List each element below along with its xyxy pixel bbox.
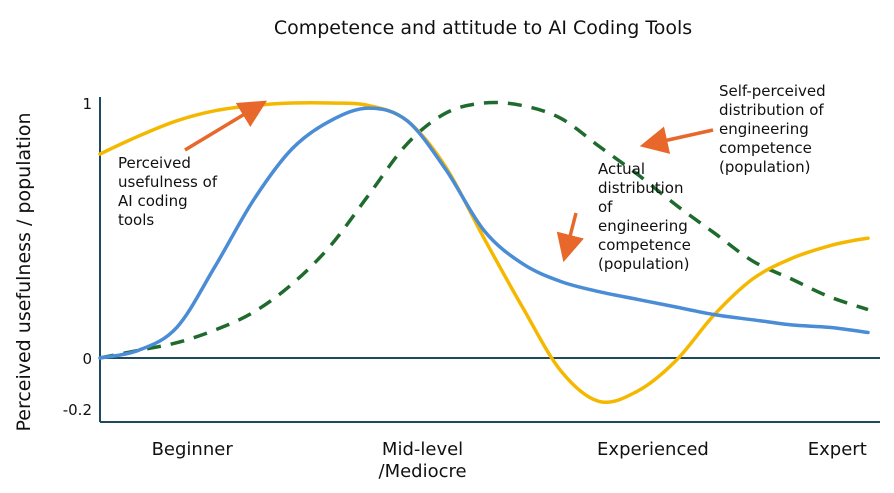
x-tick-label-2: Experienced [597,439,709,460]
annotation-arrow-2 [639,126,714,154]
annotation-1-line-3: engineering [598,217,688,235]
annotation-1-line-4: competence [598,236,691,254]
y-axis-label: Perceived usefulness / population [13,112,35,431]
x-tick-label-0: Beginner [152,439,234,460]
annotation-0-line-2: AI coding [118,192,188,210]
x-tick-label-1-line2: /Mediocre [379,461,467,482]
chart-title: Competence and attitude to AI Coding Too… [274,17,692,39]
annotation-arrow-1 [556,212,584,263]
annotation-1-line-0: Actual [598,160,645,178]
x-tick-label-3: Expert [808,439,867,460]
annotation-2-line-1: distribution of [719,101,824,119]
tick-layer: 1 0 -0.2 Beginner Mid-level/Mediocre Experien… [63,95,867,482]
y-tick-label-1: 0 [82,350,92,368]
series-line-2 [99,100,869,360]
annotation-2-line-2: engineering [719,120,809,138]
annotation-2-line-4: (population) [719,158,811,176]
annotation-0-line-1: usefulness of [118,173,218,191]
annotation-0-line-3: tools [118,211,154,229]
annotation-1-line-1: distribution [598,179,683,197]
y-tick-label-0: 1 [82,95,92,113]
annotation-1-line-5: (population) [598,255,690,273]
annotation-2-line-0: Self-perceived [719,82,826,100]
y-tick-label-2: -0.2 [63,401,92,419]
annotation-0-line-0: Perceived [118,154,191,172]
axes [99,97,880,423]
annotation-2-line-3: competence [719,139,812,157]
annotation-arrow-0 [184,100,267,152]
x-tick-label-1: Mid-level [382,439,463,460]
annotation-1-line-2: of [598,198,613,216]
series-line-1 [98,106,870,360]
